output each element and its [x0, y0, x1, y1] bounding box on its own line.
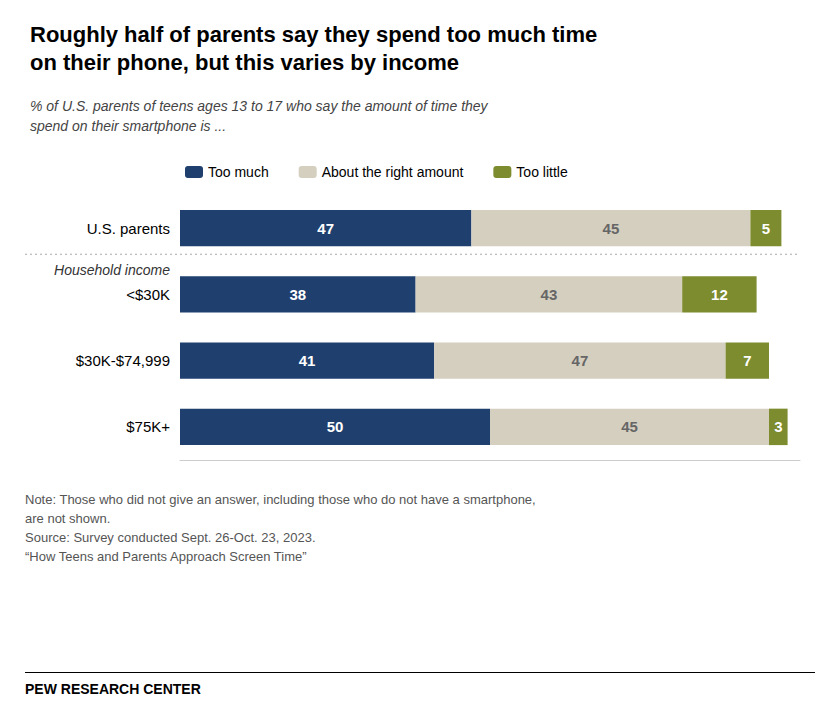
svg-text:$75K+: $75K+: [126, 418, 170, 435]
svg-text:“How Teens and Parents Approac: “How Teens and Parents Approach Screen T…: [25, 549, 307, 564]
svg-text:About the right amount: About the right amount: [322, 164, 464, 180]
svg-text:PEW RESEARCH CENTER: PEW RESEARCH CENTER: [25, 681, 201, 697]
svg-text:% of U.S. parents of teens age: % of U.S. parents of teens ages 13 to 17…: [30, 98, 489, 114]
svg-text:Note: Those who did not give a: Note: Those who did not give an answer, …: [25, 492, 536, 507]
svg-text:$30K-$74,999: $30K-$74,999: [76, 352, 170, 369]
svg-text:Source: Survey conducted Sept.: Source: Survey conducted Sept. 26-Oct. 2…: [25, 530, 316, 545]
svg-text:47: 47: [572, 352, 589, 369]
svg-text:43: 43: [541, 286, 558, 303]
svg-text:45: 45: [603, 220, 620, 237]
svg-text:on their phone, but this varie: on their phone, but this varies by incom…: [30, 50, 459, 75]
svg-text:are not shown.: are not shown.: [25, 511, 110, 526]
svg-text:5: 5: [762, 220, 770, 237]
svg-text:7: 7: [743, 352, 751, 369]
svg-text:Too much: Too much: [208, 164, 269, 180]
svg-text:spend on their smartphone is .: spend on their smartphone is ...: [30, 118, 226, 134]
svg-text:U.S. parents: U.S. parents: [87, 220, 170, 237]
svg-text:Roughly half of parents say th: Roughly half of parents say they spend t…: [30, 22, 597, 47]
svg-text:41: 41: [299, 352, 316, 369]
svg-text:<$30K: <$30K: [126, 286, 170, 303]
svg-text:47: 47: [317, 220, 334, 237]
svg-text:12: 12: [711, 286, 728, 303]
svg-text:50: 50: [327, 418, 344, 435]
svg-text:45: 45: [621, 418, 638, 435]
svg-text:38: 38: [289, 286, 306, 303]
svg-text:3: 3: [774, 418, 782, 435]
svg-text:Household income: Household income: [54, 262, 170, 278]
svg-text:Too little: Too little: [516, 164, 568, 180]
